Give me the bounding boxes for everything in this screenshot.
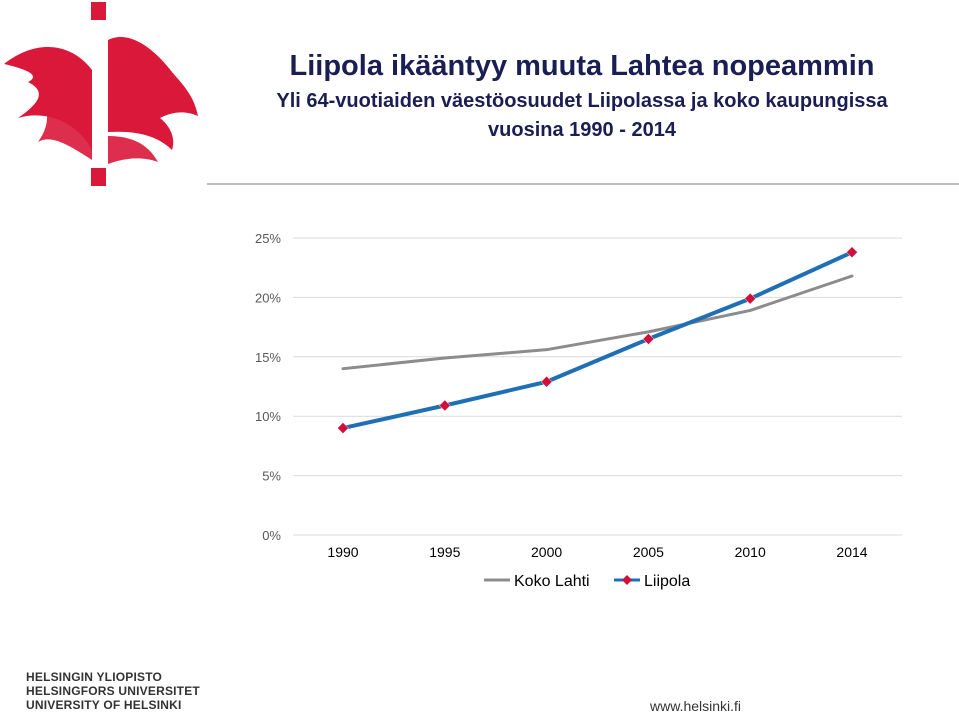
y-tick-label: 20% [255,290,281,305]
x-tick-label: 2010 [735,544,766,560]
series-line-koko-lahti [341,274,854,371]
x-tick-label: 1995 [429,544,460,560]
legend-label-koko-lahti: Koko Lahti [514,573,590,590]
x-tick-label: 1990 [327,544,358,560]
chart-subtitle-line-1: Yli 64-vuotiaiden väestöosuudet Liipolas… [276,90,888,112]
y-tick-label: 15% [255,350,281,365]
chart-title: Liipola ikääntyy muuta Lahtea nopeammin [289,50,875,82]
university-name-block: HELSINGIN YLIOPISTO HELSINGFORS UNIVERSI… [26,670,200,712]
y-tick-label: 25% [255,231,281,246]
y-tick-label: 10% [255,409,281,424]
data-point-liipola [744,292,757,305]
y-tick-label: 5% [262,469,281,484]
data-point-liipola [846,246,858,259]
data-point-liipola [438,399,451,412]
x-tick-label: 2005 [633,544,664,560]
series-line-liipola [341,250,854,431]
university-name-fi: HELSINGIN YLIOPISTO [26,670,163,684]
data-point-liipola [540,375,553,388]
title-divider [207,183,959,185]
y-tick-label: 0% [262,528,281,543]
website-url: www.helsinki.fi [650,698,742,714]
helsinki-flame-logo-icon [4,2,198,186]
x-tick-label: 2014 [836,544,867,560]
x-tick-label: 2000 [531,544,562,560]
data-point-liipola [642,333,655,345]
data-point-liipola [337,422,349,434]
university-name-en: UNIVERSITY OF HELSINKI [26,698,182,712]
chart-subtitle-line-2: vuosina 1990 - 2014 [488,119,676,141]
legend-marker-liipola [622,575,632,585]
university-name-sv: HELSINGFORS UNIVERSITET [26,684,200,698]
legend-label-liipola: Liipola [644,573,690,590]
